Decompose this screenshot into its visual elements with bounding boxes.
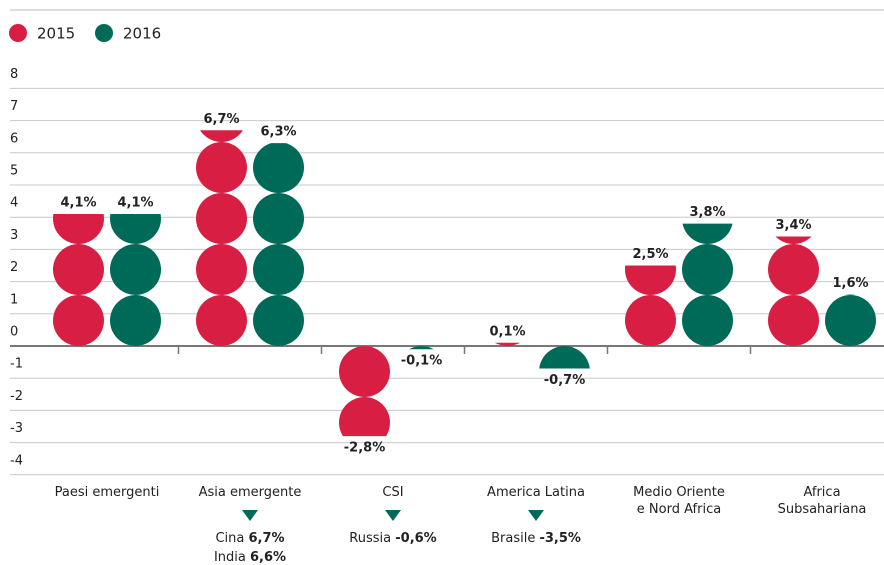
legend-label: 2016 [123, 25, 161, 43]
bar-dot [253, 295, 304, 346]
x-tick-label: Africa Subsahariana [777, 485, 867, 517]
bar-dot [682, 244, 733, 295]
bar-dot [196, 193, 247, 244]
bar-dot [110, 295, 161, 346]
x-tick-label: America Latina [487, 485, 585, 500]
bar-dot [768, 244, 819, 295]
value-label: 1,6% [832, 276, 868, 291]
bar-dot [625, 295, 676, 346]
bar [682, 223, 733, 346]
annotation-line: Russia -0,6% [323, 529, 463, 548]
y-tick-label: 8 [10, 67, 18, 82]
x-tick-label: CSI [382, 485, 404, 500]
annotation-arrow [385, 510, 401, 521]
bar-dot [682, 295, 733, 346]
bar-dot [845, 294, 856, 295]
legend-swatch [9, 24, 27, 42]
annotation-name: Brasile [491, 531, 540, 546]
bar-dot [339, 346, 390, 397]
x-tick-label: Asia emergente [198, 485, 302, 500]
annotation-value: -3,5% [539, 531, 581, 546]
bar-dot [409, 346, 434, 350]
bar [825, 294, 876, 346]
y-tick-label: 3 [10, 228, 18, 243]
bar-dot [825, 295, 876, 346]
bar-dot [253, 193, 304, 244]
y-tick-label: 4 [10, 196, 18, 211]
bar [110, 213, 161, 346]
bar-dot [110, 213, 161, 244]
bar [495, 342, 520, 346]
bar [539, 346, 590, 369]
bar-dot [768, 295, 819, 346]
annotation: Brasile -3,5% [466, 529, 606, 548]
y-tick-label: -4 [10, 453, 23, 468]
y-tick-label: 2 [10, 260, 18, 275]
y-tick-label: 7 [10, 99, 18, 114]
annotation-line: India 6,6% [180, 548, 320, 565]
bar-dot [539, 346, 590, 369]
bar [339, 346, 390, 437]
value-label: 6,3% [260, 125, 296, 140]
legend-swatch [95, 24, 113, 42]
y-tick-label: 6 [10, 131, 18, 146]
bar-dot [110, 244, 161, 295]
annotation-value: 6,6% [249, 550, 287, 565]
annotation-name: Russia [349, 531, 396, 546]
annotation-value: -0,6% [395, 531, 437, 546]
annotation-line: Brasile -3,5% [466, 529, 606, 548]
bar-dot [200, 130, 243, 142]
bar-dot [53, 244, 104, 295]
annotation-name: India [213, 550, 250, 565]
bar-dot [196, 142, 247, 193]
bar [768, 236, 819, 346]
bar-dot [196, 295, 247, 346]
value-label: 0,1% [489, 324, 525, 339]
annotation-name: Cina [215, 531, 249, 546]
bar [253, 143, 304, 346]
annotation-arrow [528, 510, 544, 521]
bar-dot [625, 265, 676, 295]
bar [196, 130, 247, 346]
y-tick-label: 1 [10, 292, 18, 307]
bar-dot [775, 236, 812, 244]
value-label: -0,1% [401, 354, 442, 369]
value-label: 2,5% [632, 247, 668, 262]
x-tick-label: Paesi emergenti [54, 485, 160, 500]
x-tick-label: Medio Oriente e Nord Africa [633, 485, 725, 517]
y-tick-label: -2 [10, 389, 23, 404]
value-label: 3,4% [775, 218, 811, 233]
value-label: 4,1% [117, 195, 153, 210]
bar-dot [495, 342, 520, 346]
value-label: -2,8% [344, 441, 385, 456]
annotation: Cina 6,7% India 6,6% [180, 529, 320, 565]
bar-dot [253, 143, 304, 193]
bar [409, 346, 434, 350]
bar-dot [682, 223, 733, 244]
y-tick-label: 5 [10, 164, 18, 179]
y-tick-label: -1 [10, 357, 23, 372]
bar-dot [53, 213, 104, 244]
value-label: 6,7% [203, 112, 239, 127]
annotation-arrow [242, 510, 258, 521]
bar-dot [339, 397, 390, 437]
annotation-line: Cina 6,7% [180, 529, 320, 548]
y-tick-label: 0 [10, 325, 18, 340]
value-label: -0,7% [544, 373, 585, 388]
bar-dot [53, 295, 104, 346]
legend-label: 2015 [37, 25, 75, 43]
bar-dot [196, 244, 247, 295]
y-tick-label: -3 [10, 421, 23, 436]
bar-dot [253, 244, 304, 295]
value-label: 3,8% [689, 205, 725, 220]
value-label: 4,1% [60, 195, 96, 210]
bar [53, 213, 104, 346]
annotation: Russia -0,6% [323, 529, 463, 548]
bar [625, 265, 676, 346]
annotation-value: 6,7% [248, 531, 285, 546]
